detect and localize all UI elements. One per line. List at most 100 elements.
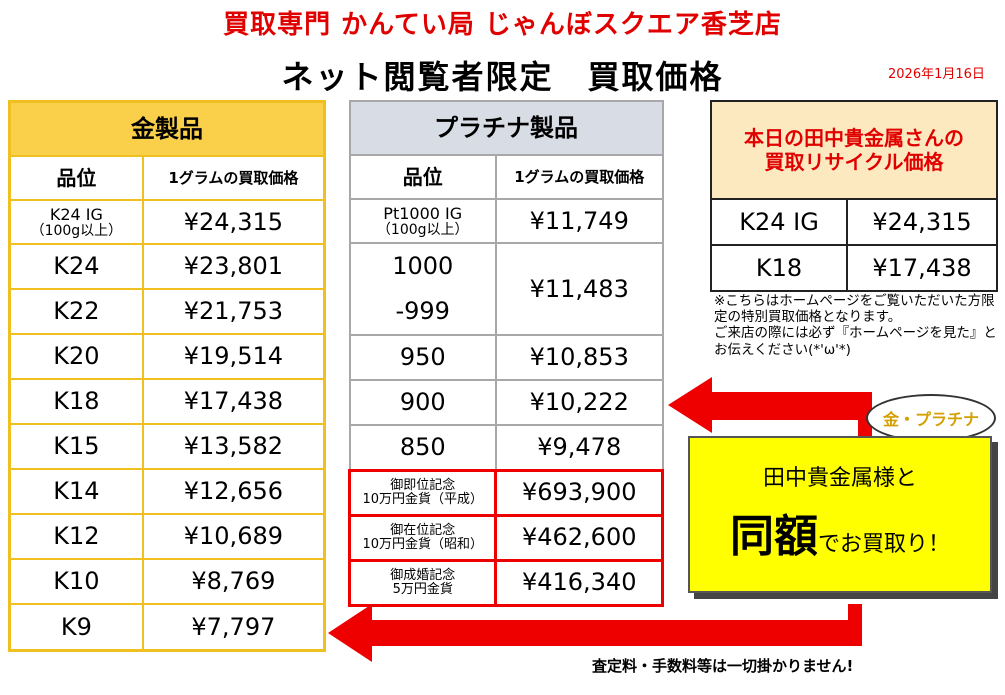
grade-label: Pt1000 IG (383, 204, 463, 224)
price-cell: ¥24,315 (846, 198, 998, 246)
grade-cell: K10 (8, 558, 144, 605)
platinum-header: プラチナ製品 (348, 100, 664, 156)
recycle-heading-line2: 買取リサイクル価格 (764, 150, 944, 174)
price-cell: ¥23,801 (141, 243, 326, 290)
table-row: 1000 -999 ¥11,483 (348, 242, 664, 336)
coin-price-cell: ¥693,900 (494, 468, 664, 517)
grade-cell: K18 (8, 378, 144, 425)
coin-row: 御成婚記念 5万円金貨 ¥416,340 (347, 558, 664, 607)
table-row: K22 ¥21,753 (8, 288, 326, 335)
coin-row: 御在位記念 10万円金貨（昭和） ¥462,600 (347, 513, 664, 562)
recycle-heading: 本日の田中貴金属さんの 買取リサイクル価格 (710, 100, 998, 200)
grade-cell: K24 IG (710, 198, 848, 246)
table-row: K20 ¥19,514 (8, 333, 326, 380)
grade-cell: Pt1000 IG （100g以上） (348, 198, 497, 244)
price-cell: ¥19,514 (141, 333, 326, 380)
grade-sub: （100g以上） (30, 222, 123, 239)
price-cell: ¥21,753 (141, 288, 326, 335)
grade-cell: K24 IG （100g以上） (8, 199, 144, 245)
arrow-left-icon (328, 604, 862, 662)
grade-cell: K14 (8, 468, 144, 515)
table-row: 850 ¥9,478 (348, 424, 664, 471)
special-price-note: ※こちらはホームページをご覧いただいた方限定の特別買取価格となります。 ご来店の… (714, 293, 998, 358)
promo-line2: 同額でお買取り！ (690, 500, 990, 564)
recycle-heading-line1: 本日の田中貴金属さんの (744, 126, 964, 150)
grade-cell: 950 (348, 334, 497, 381)
coin-name-cell: 御即位記念 10万円金貨（平成） (347, 468, 498, 517)
price-cell: ¥11,749 (494, 198, 664, 244)
coin-name-cell: 御在位記念 10万円金貨（昭和） (347, 513, 498, 562)
price-cell: ¥12,656 (141, 468, 326, 515)
platinum-col-grade: 品位 (348, 154, 497, 200)
grade-cell: K15 (8, 423, 144, 470)
platinum-col-price: 1グラムの買取価格 (494, 154, 664, 200)
grade-cell: K20 (8, 333, 144, 380)
page-title: ネット閲覧者限定 買取価格 (281, 58, 724, 96)
table-row: K24 ¥23,801 (8, 243, 326, 290)
grade-cell: K12 (8, 513, 144, 560)
promo-box: 田中貴金属様と 同額でお買取り！ (688, 436, 992, 593)
coin-name: 御即位記念 (390, 477, 456, 493)
table-row: K9 ¥7,797 (8, 603, 326, 651)
store-title: 買取専門 かんてい局 じゃんぼスクエア香芝店 (223, 10, 782, 40)
table-row: K12 ¥10,689 (8, 513, 326, 560)
price-cell: ¥24,315 (141, 199, 326, 245)
arrow-left-icon (668, 377, 872, 436)
table-row: Pt1000 IG （100g以上） ¥11,749 (348, 198, 664, 244)
grade-cell: 1000 -999 (348, 242, 497, 336)
price-cell: ¥8,769 (141, 558, 326, 605)
grade-cell: K24 (8, 243, 144, 290)
grade-cell: K9 (8, 603, 144, 651)
table-row: K24 IG ¥24,315 (710, 198, 998, 246)
coin-name: 御成婚記念 (390, 567, 456, 583)
price-cell: ¥10,689 (141, 513, 326, 560)
price-cell: ¥10,853 (494, 334, 664, 381)
coin-name-2: 5万円金貨 (392, 581, 453, 597)
gold-platinum-bubble: 金・プラチナ (866, 394, 996, 442)
price-cell: ¥17,438 (846, 244, 998, 292)
table-row: K18 ¥17,438 (710, 244, 998, 292)
grade-label: K24 IG (49, 205, 103, 225)
coin-name-2: 10万円金貨（昭和） (362, 536, 483, 552)
grade-label-2: -999 (395, 297, 450, 325)
table-row: 950 ¥10,853 (348, 334, 664, 381)
coin-name-2: 10万円金貨（平成） (362, 491, 483, 507)
grade-cell: K22 (8, 288, 144, 335)
coin-price-cell: ¥462,600 (494, 513, 664, 562)
coin-row: 御即位記念 10万円金貨（平成） ¥693,900 (347, 468, 664, 517)
price-cell: ¥9,478 (494, 424, 664, 471)
table-row: K14 ¥12,656 (8, 468, 326, 515)
gold-price-table: 金製品 品位 1グラムの買取価格 K24 IG （100g以上） ¥24,315… (8, 100, 326, 652)
price-cell: ¥11,483 (494, 242, 664, 336)
coin-price-cell: ¥416,340 (494, 558, 664, 607)
grade-cell: K18 (710, 244, 848, 292)
note-line1: ※こちらはホームページをご覧いただいた方限定の特別買取価格となります。 (714, 293, 995, 326)
grade-sub: （100g以上） (376, 221, 469, 238)
gold-col-grade: 品位 (8, 155, 144, 201)
gold-col-price: 1グラムの買取価格 (141, 155, 326, 201)
gold-header: 金製品 (8, 100, 326, 157)
price-cell: ¥13,582 (141, 423, 326, 470)
promo-rest-text: でお買取り！ (817, 532, 950, 557)
table-row: K18 ¥17,438 (8, 378, 326, 425)
price-cell: ¥17,438 (141, 378, 326, 425)
promo-big-text: 同額 (729, 511, 818, 562)
table-row: K15 ¥13,582 (8, 423, 326, 470)
table-row: K24 IG （100g以上） ¥24,315 (8, 199, 326, 245)
recycle-price-table: 本日の田中貴金属さんの 買取リサイクル価格 K24 IG ¥24,315 K18 ¥… (710, 100, 998, 292)
platinum-price-table: プラチナ製品 品位 1グラムの買取価格 Pt1000 IG （100g以上） ¥… (347, 100, 664, 607)
price-cell: ¥10,222 (494, 379, 664, 426)
table-row: K10 ¥8,769 (8, 558, 326, 605)
promo-line1: 田中貴金属様と (762, 466, 917, 491)
coin-name-cell: 御成婚記念 5万円金貨 (347, 558, 498, 607)
coin-name: 御在位記念 (390, 522, 456, 538)
page-date: 2026年1月16日 (888, 67, 985, 82)
grade-cell: 900 (348, 379, 497, 426)
price-cell: ¥7,797 (141, 603, 326, 651)
table-row: 900 ¥10,222 (348, 379, 664, 426)
footer-note: 査定料・手数料等は一切掛かりません! (592, 657, 854, 675)
note-line2: ご来店の際には必ず『ホームページを見た』とお伝えください(*'ω'*) (714, 325, 997, 358)
grade-label: 1000 (392, 252, 454, 280)
grade-cell: 850 (348, 424, 497, 471)
